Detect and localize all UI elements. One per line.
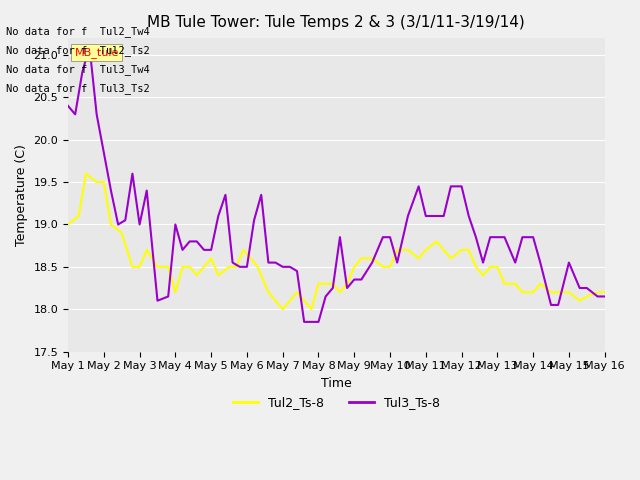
Tul2_Ts-8 [64, 222, 72, 228]
Text: No data for f  Tul3_Tw4: No data for f Tul3_Tw4 [6, 64, 150, 75]
Tul2_Ts-8 [82, 171, 90, 177]
Tul2_Ts-8 [118, 230, 125, 236]
Tul2_Ts-8 [207, 255, 215, 261]
Title: MB Tule Tower: Tule Temps 2 & 3 (3/1/11-3/19/14): MB Tule Tower: Tule Temps 2 & 3 (3/1/11-… [147, 15, 525, 30]
Tul3_Ts-8 [64, 103, 72, 109]
Text: No data for f  Tul3_Ts2: No data for f Tul3_Ts2 [6, 83, 150, 94]
Legend: Tul2_Ts-8, Tul3_Ts-8: Tul2_Ts-8, Tul3_Ts-8 [228, 391, 445, 414]
Tul3_Ts-8 [129, 171, 136, 177]
Tul2_Ts-8 [601, 289, 609, 295]
Tul3_Ts-8 [186, 239, 193, 244]
Tul2_Ts-8 [239, 247, 247, 253]
Tul2_Ts-8 [279, 306, 287, 312]
Text: No data for f  Tul2_Tw4: No data for f Tul2_Tw4 [6, 25, 150, 36]
Line: Tul3_Ts-8: Tul3_Ts-8 [68, 47, 605, 322]
Tul3_Ts-8 [351, 276, 358, 282]
X-axis label: Time: Time [321, 377, 352, 390]
Tul3_Ts-8 [300, 319, 308, 325]
Tul2_Ts-8 [493, 264, 501, 270]
Tul3_Ts-8 [86, 44, 93, 49]
Tul3_Ts-8 [279, 264, 287, 270]
Text: No data for f  Tul2_Ts2: No data for f Tul2_Ts2 [6, 45, 150, 56]
Tul2_Ts-8 [307, 306, 315, 312]
Line: Tul2_Ts-8: Tul2_Ts-8 [68, 174, 605, 309]
Tul3_Ts-8 [601, 294, 609, 300]
Tul2_Ts-8 [315, 281, 323, 287]
Tul3_Ts-8 [221, 192, 229, 198]
Tul3_Ts-8 [529, 234, 537, 240]
Y-axis label: Temperature (C): Temperature (C) [15, 144, 28, 246]
Text: MB_tule: MB_tule [74, 47, 119, 58]
